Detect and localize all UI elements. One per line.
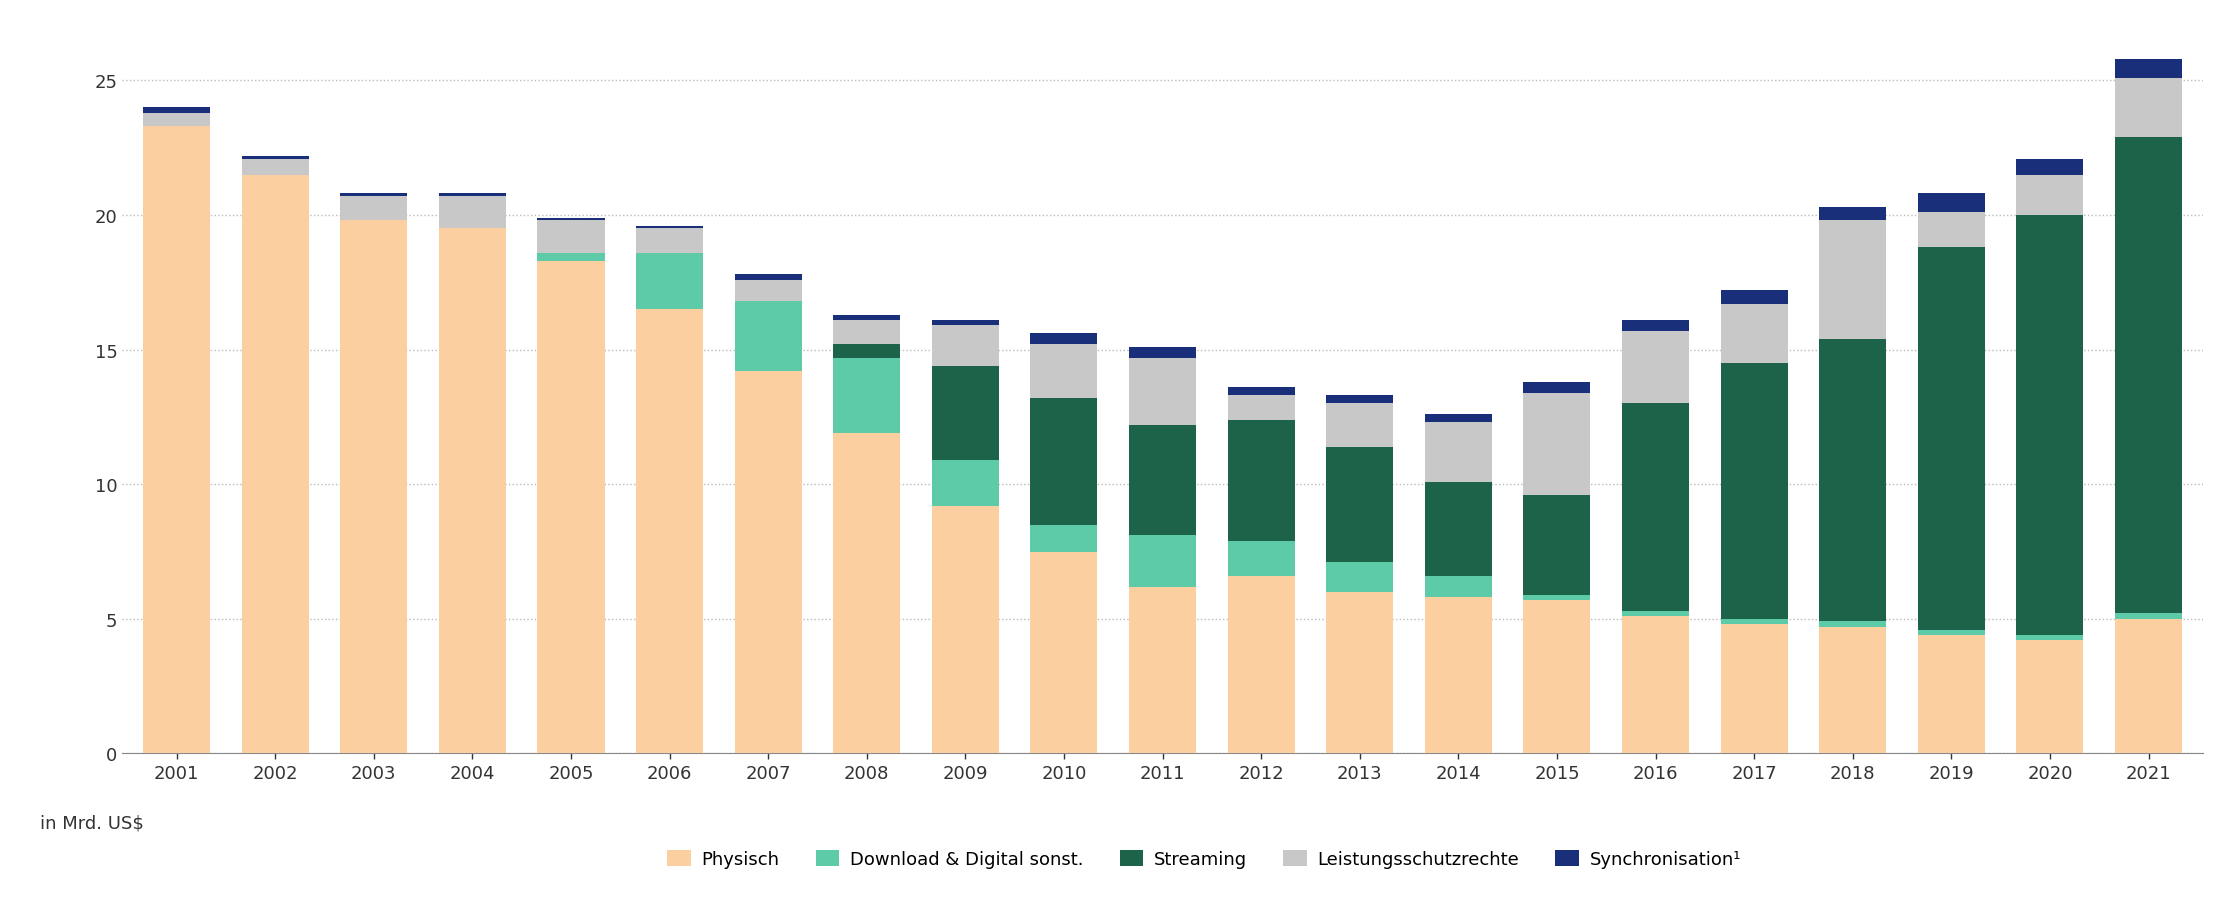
Bar: [1524, 495, 1591, 595]
Bar: [734, 280, 801, 301]
Bar: [1524, 393, 1591, 495]
Bar: [1228, 420, 1295, 541]
Bar: [2016, 216, 2083, 635]
Bar: [1228, 388, 1295, 396]
Bar: [1128, 358, 1197, 425]
Bar: [243, 176, 309, 754]
Bar: [1820, 339, 1887, 622]
Bar: [1918, 194, 1985, 213]
Bar: [142, 114, 209, 127]
Bar: [2016, 641, 2083, 754]
Bar: [832, 345, 901, 358]
Bar: [1524, 382, 1591, 393]
Bar: [1622, 321, 1689, 332]
Bar: [734, 301, 801, 372]
Bar: [1524, 600, 1591, 754]
Bar: [340, 194, 407, 197]
Bar: [832, 315, 901, 321]
Bar: [438, 194, 505, 197]
Bar: [1030, 335, 1097, 345]
Bar: [932, 326, 999, 367]
Bar: [1228, 396, 1295, 420]
Bar: [636, 229, 703, 254]
Bar: [1820, 627, 1887, 754]
Bar: [1720, 304, 1787, 364]
Bar: [1128, 347, 1197, 358]
Bar: [1720, 364, 1787, 619]
Bar: [1326, 404, 1393, 447]
Bar: [538, 219, 605, 221]
Bar: [142, 127, 209, 754]
Bar: [636, 254, 703, 310]
Bar: [1030, 525, 1097, 552]
Bar: [1820, 208, 1887, 221]
Bar: [1030, 345, 1097, 399]
Bar: [2116, 60, 2183, 79]
Text: in Mrd. US$: in Mrd. US$: [40, 813, 145, 832]
Bar: [1228, 541, 1295, 576]
Bar: [932, 460, 999, 506]
Bar: [1030, 552, 1097, 754]
Bar: [438, 229, 505, 754]
Bar: [243, 156, 309, 159]
Bar: [1622, 332, 1689, 404]
Bar: [2016, 159, 2083, 176]
Bar: [1128, 536, 1197, 587]
Bar: [1326, 592, 1393, 754]
Bar: [2116, 614, 2183, 619]
Bar: [538, 262, 605, 754]
Bar: [932, 506, 999, 754]
Bar: [1918, 213, 1985, 248]
Bar: [1622, 611, 1689, 617]
Bar: [1424, 423, 1493, 482]
Bar: [243, 159, 309, 176]
Bar: [2016, 635, 2083, 641]
Bar: [1228, 576, 1295, 754]
Bar: [1918, 248, 1985, 630]
Bar: [340, 197, 407, 221]
Bar: [1326, 396, 1393, 404]
Bar: [734, 275, 801, 280]
Bar: [1326, 447, 1393, 562]
Bar: [1424, 576, 1493, 597]
Bar: [1820, 622, 1887, 627]
Bar: [1424, 414, 1493, 423]
Bar: [2116, 138, 2183, 614]
Bar: [1820, 221, 1887, 339]
Bar: [142, 108, 209, 114]
Bar: [1030, 399, 1097, 525]
Bar: [2116, 79, 2183, 138]
Bar: [1720, 625, 1787, 754]
Bar: [932, 367, 999, 460]
Bar: [1918, 635, 1985, 754]
Bar: [832, 321, 901, 345]
Bar: [1424, 597, 1493, 754]
Bar: [1524, 595, 1591, 600]
Bar: [2116, 619, 2183, 754]
Bar: [438, 197, 505, 229]
Bar: [2016, 176, 2083, 216]
Bar: [1326, 562, 1393, 592]
Bar: [538, 254, 605, 262]
Bar: [636, 227, 703, 229]
Bar: [1918, 630, 1985, 635]
Bar: [1720, 619, 1787, 625]
Bar: [636, 310, 703, 754]
Bar: [932, 321, 999, 326]
Bar: [832, 358, 901, 434]
Bar: [1720, 291, 1787, 304]
Bar: [538, 221, 605, 254]
Bar: [1424, 482, 1493, 576]
Bar: [1622, 404, 1689, 611]
Bar: [340, 221, 407, 754]
Bar: [1622, 617, 1689, 754]
Bar: [832, 434, 901, 754]
Legend: Physisch, Download & Digital sonst., Streaming, Leistungsschutzrechte, Synchroni: Physisch, Download & Digital sonst., Str…: [661, 843, 1749, 875]
Bar: [734, 372, 801, 754]
Bar: [1128, 425, 1197, 536]
Bar: [1128, 587, 1197, 754]
